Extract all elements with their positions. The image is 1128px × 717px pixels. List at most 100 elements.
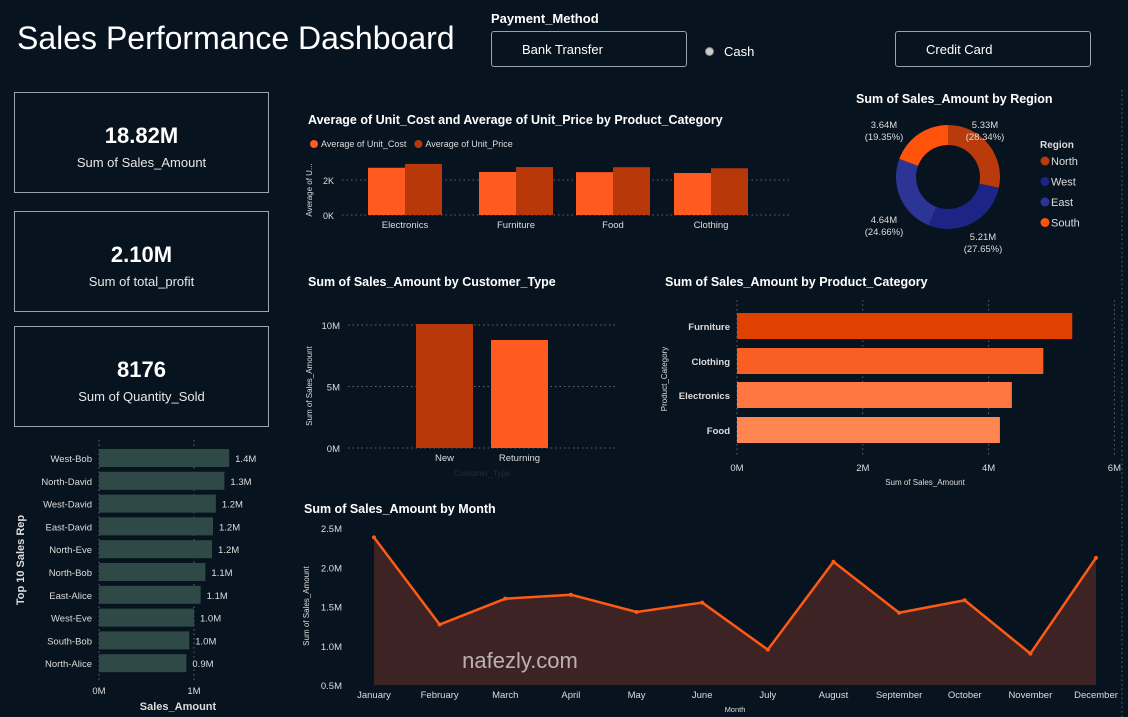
kpi-label: Sum of total_profit — [88, 274, 195, 289]
x-tick-label: March — [492, 690, 518, 701]
y-tick-label: Food — [707, 426, 730, 437]
data-point-june[interactable] — [700, 600, 705, 605]
bar-north-eve[interactable] — [99, 540, 213, 559]
x-tick-label: Electronics — [382, 220, 429, 231]
x-tick-label: December — [1074, 690, 1118, 701]
kpi-label: Sum of Sales_Amount — [76, 155, 207, 170]
x-tick-label: September — [876, 690, 922, 701]
bar-food-cost — [576, 172, 613, 215]
kpi-card-sales: 18.82M Sum of Sales_Amount — [14, 92, 269, 193]
bar-east-david[interactable] — [99, 517, 213, 536]
bar-south-bob[interactable] — [99, 631, 190, 650]
kpi-label: Sum of Quantity_Sold — [78, 389, 205, 404]
bar-furniture[interactable] — [737, 313, 1073, 339]
data-label: 1.3M — [230, 477, 251, 488]
bar-north-alice[interactable] — [99, 654, 187, 673]
data-point-may[interactable] — [634, 609, 639, 614]
x-tick-label: 4M — [982, 463, 995, 474]
x-tick-label: Food — [602, 220, 624, 231]
x-tick-label: 1M — [187, 686, 200, 697]
payment-method-slicer-label: Payment_Method — [491, 11, 599, 26]
data-label-value: 5.33M — [972, 120, 998, 131]
bar-west-david[interactable] — [99, 494, 216, 513]
data-point-august[interactable] — [831, 559, 836, 564]
bar-returning[interactable] — [491, 340, 548, 448]
bar-east-alice[interactable] — [99, 585, 201, 604]
x-axis-label: Sales_Amount — [140, 701, 217, 713]
x-tick-label: Clothing — [694, 220, 729, 231]
legend-marker — [414, 140, 423, 148]
y-tick-label: Clothing — [691, 357, 730, 368]
data-label-value: 3.64M — [871, 120, 897, 131]
y-tick-label: 2K — [323, 176, 334, 186]
kpi-card-profit: 2.10M Sum of total_profit — [14, 211, 269, 312]
data-label-value: 5.21M — [970, 232, 996, 243]
x-tick-label: June — [692, 690, 713, 701]
bar-north-bob[interactable] — [99, 563, 206, 581]
data-label: 1.2M — [218, 545, 239, 556]
y-tick-label: 0M — [327, 444, 340, 455]
data-point-january[interactable] — [372, 535, 376, 540]
bar-new[interactable] — [416, 324, 473, 448]
x-tick-label: November — [1008, 690, 1052, 701]
x-tick-label: 6M — [1108, 463, 1121, 474]
legend-title: Region — [1040, 140, 1074, 151]
data-label: 1.1M — [211, 568, 232, 579]
kpi-value: 8176 — [117, 357, 166, 382]
data-point-december[interactable] — [1094, 555, 1098, 560]
data-point-october[interactable] — [962, 598, 967, 603]
slicer-option-cash[interactable]: Cash — [705, 44, 754, 59]
x-tick-label: 0M — [730, 463, 743, 474]
legend-label: East — [1051, 197, 1073, 209]
line-series — [373, 536, 1098, 655]
product-chart-title: Sum of Sales_Amount by Product_Category — [665, 275, 928, 289]
bar-clothing[interactable] — [737, 348, 1044, 374]
region-chart-title: Sum of Sales_Amount by Region — [856, 92, 1053, 106]
unit-chart-title: Average of Unit_Cost and Average of Unit… — [308, 113, 723, 127]
legend-label: West — [1051, 177, 1076, 189]
x-tick-label: May — [628, 690, 646, 701]
donut-slice-south[interactable] — [899, 125, 948, 166]
data-label-percent: (19.35%) — [865, 132, 904, 143]
x-axis-label: Customer_Type — [454, 469, 511, 478]
bar-food[interactable] — [737, 417, 1000, 443]
donut-slice-north[interactable] — [948, 125, 1000, 188]
legend-marker — [1040, 156, 1050, 166]
legend-marker — [1040, 197, 1050, 207]
y-axis-label: Product_Category — [660, 347, 669, 411]
slicer-option-cash-label: Cash — [724, 44, 755, 59]
data-point-february[interactable] — [437, 622, 442, 627]
slicer-option-bank-transfer[interactable]: Bank Transfer — [491, 31, 687, 67]
x-tick-label: August — [819, 690, 849, 701]
y-tick-label: East-David — [46, 522, 92, 533]
y-tick-label: 1.0M — [321, 642, 342, 653]
donut-slice-west[interactable] — [928, 183, 999, 230]
y-axis-label: Top 10 Sales Rep — [15, 515, 27, 606]
y-tick-label: 1.5M — [321, 603, 342, 614]
bar-west-eve[interactable] — [99, 608, 194, 627]
y-axis-label: Sum of Sales_Amount — [302, 565, 311, 645]
slicer-option-credit-card[interactable]: Credit Card — [895, 31, 1091, 67]
data-point-july[interactable] — [765, 647, 770, 652]
kpi-value: 2.10M — [110, 242, 173, 267]
bar-north-david[interactable] — [99, 471, 225, 490]
data-point-march[interactable] — [503, 596, 508, 601]
y-tick-label: North-Bob — [49, 568, 92, 579]
legend-marker — [1040, 177, 1050, 186]
data-label-percent: (24.66%) — [865, 227, 904, 238]
data-point-november[interactable] — [1028, 651, 1033, 656]
data-point-april[interactable] — [568, 592, 573, 597]
bar-electronics[interactable] — [737, 382, 1012, 408]
data-point-september[interactable] — [897, 610, 902, 615]
bar-clothing-price — [711, 168, 748, 215]
bar-west-bob[interactable] — [99, 449, 230, 467]
donut-slice-east[interactable] — [895, 158, 937, 226]
bar-clothing-cost — [674, 173, 711, 215]
y-tick-label: 0K — [323, 211, 334, 221]
watermark-logo: nafezly.com — [462, 648, 578, 673]
customer-chart-title: Sum of Sales_Amount by Customer_Type — [308, 275, 556, 289]
y-tick-label: West-Eve — [51, 614, 92, 625]
bar-furniture-price — [516, 167, 553, 215]
x-tick-label: April — [561, 690, 580, 701]
kpi-value: 18.82M — [104, 123, 179, 148]
